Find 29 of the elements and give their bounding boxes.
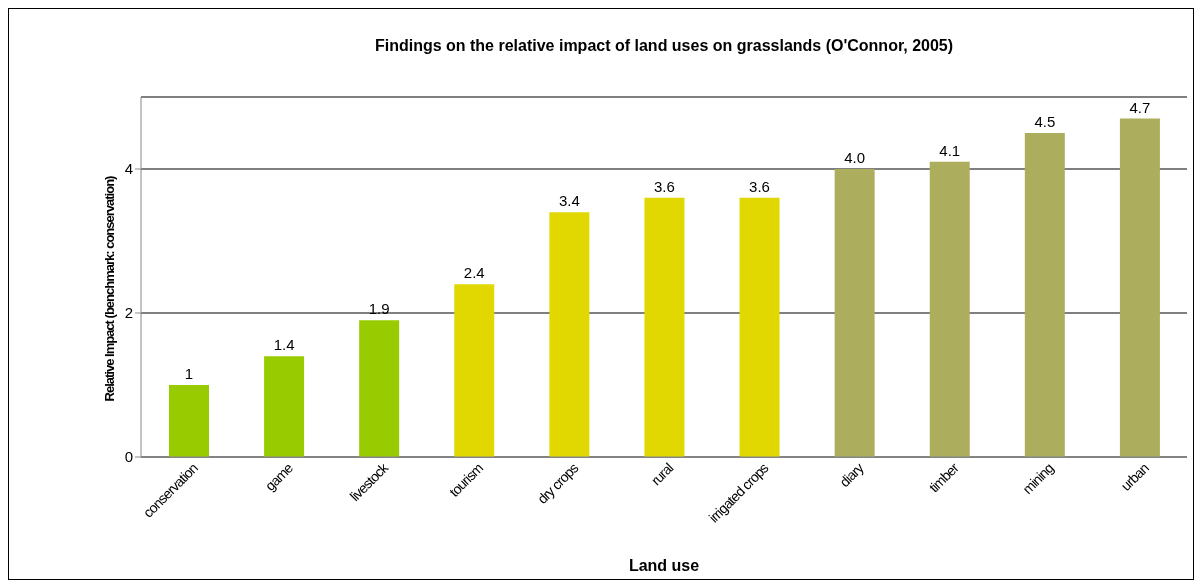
data-label: 3.4 <box>558 192 580 210</box>
bar <box>1119 118 1160 457</box>
bar <box>359 320 400 457</box>
bar <box>169 385 209 457</box>
data-label: 2.4 <box>463 264 485 282</box>
bar <box>264 356 305 457</box>
data-label: 4.5 <box>1034 113 1056 130</box>
x-axis-title: Land use <box>627 557 701 575</box>
data-label: 1.9 <box>368 300 390 318</box>
bar <box>739 197 780 457</box>
bar <box>834 169 875 457</box>
bar <box>454 284 495 457</box>
data-label: 3.6 <box>654 177 675 195</box>
data-label: 1 <box>184 365 194 382</box>
bar <box>929 161 970 457</box>
data-label: 4.0 <box>844 149 866 166</box>
data-label: 4.7 <box>1129 98 1151 116</box>
y-tick-label: 2 <box>124 304 133 322</box>
bar <box>1024 133 1065 457</box>
y-axis-title: Relative Impact (benchmark: conservation) <box>101 176 117 402</box>
data-label: 3.6 <box>749 177 770 195</box>
y-tick-label: 0 <box>124 448 133 466</box>
y-tick-label: 4 <box>124 160 133 178</box>
bar <box>644 197 685 457</box>
data-label: 1.4 <box>273 336 295 354</box>
data-label: 4.1 <box>939 141 961 159</box>
chart-title: Findings on the relative impact of land uses on grasslands (O'Connor, 2005) <box>373 37 955 55</box>
x-tick-label: diary <box>836 459 867 490</box>
bar <box>549 212 590 457</box>
